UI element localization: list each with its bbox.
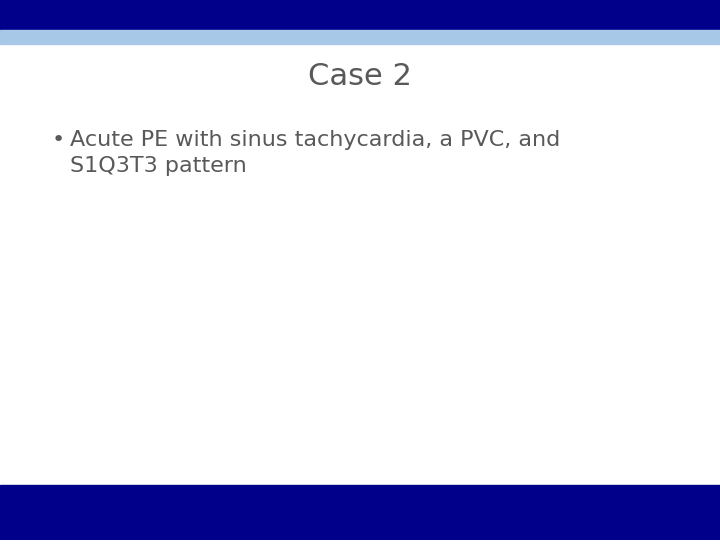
Text: S1Q3T3 pattern: S1Q3T3 pattern bbox=[70, 156, 247, 176]
Bar bbox=[0, 0, 720, 30]
Text: •: • bbox=[52, 130, 66, 150]
Text: Acute PE with sinus tachycardia, a PVC, and: Acute PE with sinus tachycardia, a PVC, … bbox=[70, 130, 560, 150]
Text: Case 2: Case 2 bbox=[308, 62, 412, 91]
Bar bbox=[0, 485, 720, 540]
Bar bbox=[0, 30, 720, 44]
